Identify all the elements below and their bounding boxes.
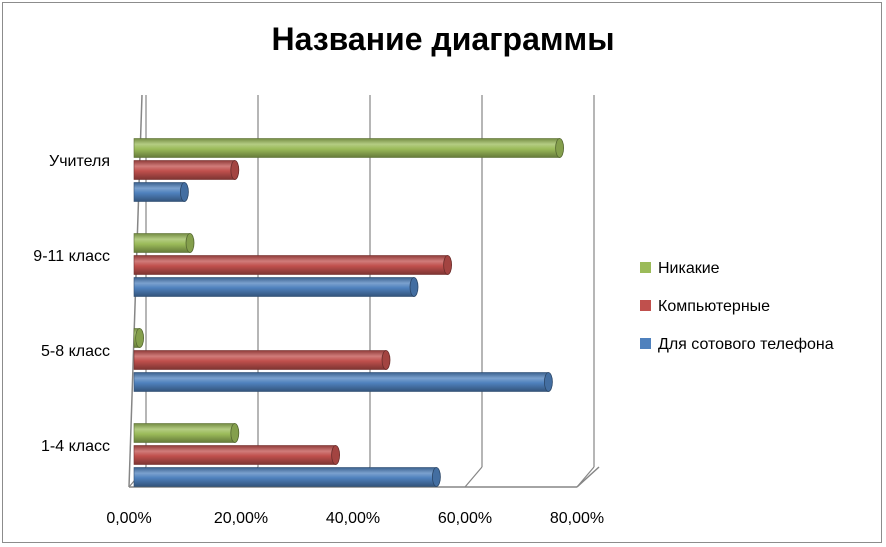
bar (133, 423, 240, 443)
legend-swatch (640, 338, 651, 349)
bar (133, 233, 195, 253)
x-tick-label: 40,00% (326, 510, 380, 527)
legend-label: Для сотового телефона (658, 336, 834, 353)
gridline-floor (464, 466, 483, 488)
bar (133, 372, 553, 392)
bar (133, 182, 189, 202)
x-tick-label: 80,00% (550, 510, 604, 527)
bar (133, 255, 453, 275)
legend-swatch (640, 262, 651, 273)
y-category-label: 5-8 класс (41, 343, 110, 360)
floor-right-edge (576, 466, 600, 488)
gridline-floor (576, 466, 595, 488)
bar (133, 445, 341, 465)
chart-title: Название диаграммы (271, 21, 615, 57)
legend-label: Никакие (658, 260, 720, 277)
legend-label: Компьютерные (658, 298, 770, 315)
bar (133, 467, 441, 487)
bar (133, 160, 240, 180)
legend-swatch (640, 300, 651, 311)
bar (133, 328, 145, 348)
x-tick-label: 60,00% (438, 510, 492, 527)
y-category-label: 9-11 класс (33, 248, 110, 265)
bar (133, 350, 391, 370)
bar (133, 277, 419, 297)
y-category-label: Учителя (49, 153, 110, 170)
x-tick-label: 20,00% (214, 510, 268, 527)
bar (133, 138, 564, 158)
x-tick-label: 0,00% (106, 510, 151, 527)
y-category-label: 1-4 класс (41, 438, 110, 455)
